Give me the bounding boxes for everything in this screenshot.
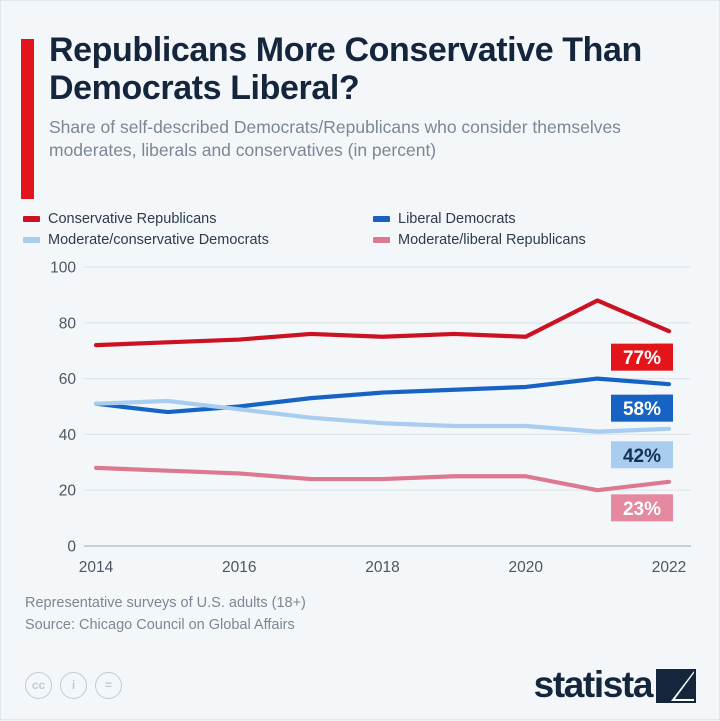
y-tick-label: 60 (59, 371, 77, 388)
footnotes: Representative surveys of U.S. adults (1… (25, 593, 306, 637)
series-line (93, 398, 672, 434)
survey-note: Representative surveys of U.S. adults (1… (25, 595, 306, 611)
y-tick-label: 80 (59, 315, 77, 332)
value-badge: 42% (611, 441, 673, 469)
series-line (93, 465, 672, 493)
legend-item-label: Conservative Republicans (48, 210, 217, 227)
legend-swatch-icon (23, 236, 40, 243)
page-subtitle: Share of self-described Democrats/Republ… (49, 117, 621, 160)
no-derivatives-icon[interactable]: = (95, 671, 122, 699)
value-badge: 23% (611, 494, 673, 522)
series-line (93, 376, 672, 415)
source-note: Source: Chicago Council on Global Affair… (25, 616, 295, 633)
value-badge-bg (611, 394, 673, 422)
cc-icon[interactable]: cc (25, 671, 52, 699)
x-tick-label: 2020 (509, 559, 544, 576)
legend-item-label: Liberal Democrats (398, 210, 516, 227)
value-badge: 58% (611, 394, 673, 422)
title-accent-bar (21, 39, 34, 199)
series-lines-group (93, 298, 672, 493)
header: Republicans More Conservative Than Democ… (1, 31, 720, 199)
value-badges-group: 77% 58% 42% 23% (611, 343, 673, 522)
legend-item[interactable]: Moderate/conservative Democrats (23, 229, 373, 250)
legend-swatch-icon (23, 215, 40, 222)
legend-item-label: Moderate/liberal Republicans (398, 231, 586, 248)
value-badge-bg (611, 441, 673, 469)
value-badge-label: 42% (623, 446, 661, 467)
series-line (93, 298, 672, 348)
statista-mark-icon (656, 669, 696, 703)
y-tick-label: 0 (67, 539, 76, 556)
chart-plot-area: 0 20 40 60 80 100 2014 2016 2018 2020 2022 77% 58%… (1, 259, 720, 579)
x-tick-label: 2016 (222, 559, 256, 576)
y-tick-label: 40 (59, 427, 77, 444)
bottom-bar: cc i = statista (1, 649, 720, 721)
x-tick-label: 2014 (79, 559, 114, 576)
y-tick-label: 100 (50, 260, 76, 277)
legend-item[interactable]: Moderate/liberal Republicans (373, 229, 693, 250)
attribution-icon[interactable]: i (60, 671, 87, 699)
legend-item-label: Moderate/conservative Democrats (48, 231, 269, 248)
legend-item[interactable]: Conservative Republicans (23, 208, 373, 229)
creative-commons-icons: cc i = (25, 671, 122, 699)
value-badge-bg (611, 494, 673, 522)
x-tick-label: 2018 (365, 559, 399, 576)
value-badge: 77% (611, 343, 673, 371)
value-badge-bg (611, 343, 673, 371)
x-axis-labels: 2014 2016 2018 2020 2022 (79, 559, 686, 576)
legend-swatch-icon (373, 236, 390, 243)
legend-swatch-icon (373, 215, 390, 222)
y-tick-label: 20 (59, 483, 77, 500)
page-title: Republicans More Conservative Than Democ… (49, 31, 642, 108)
legend-item[interactable]: Liberal Democrats (373, 208, 693, 229)
y-axis-labels: 0 20 40 60 80 100 (50, 260, 76, 556)
title-block: Republicans More Conservative Than Democ… (49, 31, 709, 161)
gridlines-group (84, 266, 691, 547)
line-chart-svg: 0 20 40 60 80 100 2014 2016 2018 2020 2022 77% 58%… (50, 260, 691, 576)
chart-legend: Conservative Republicans Liberal Democrat… (23, 208, 699, 250)
statista-logo: statista (534, 664, 697, 706)
value-badge-label: 23% (623, 499, 661, 520)
value-badge-label: 77% (623, 348, 661, 369)
statista-wordmark: statista (533, 664, 654, 705)
x-tick-label: 2022 (652, 559, 686, 576)
value-badge-label: 58% (623, 399, 661, 420)
